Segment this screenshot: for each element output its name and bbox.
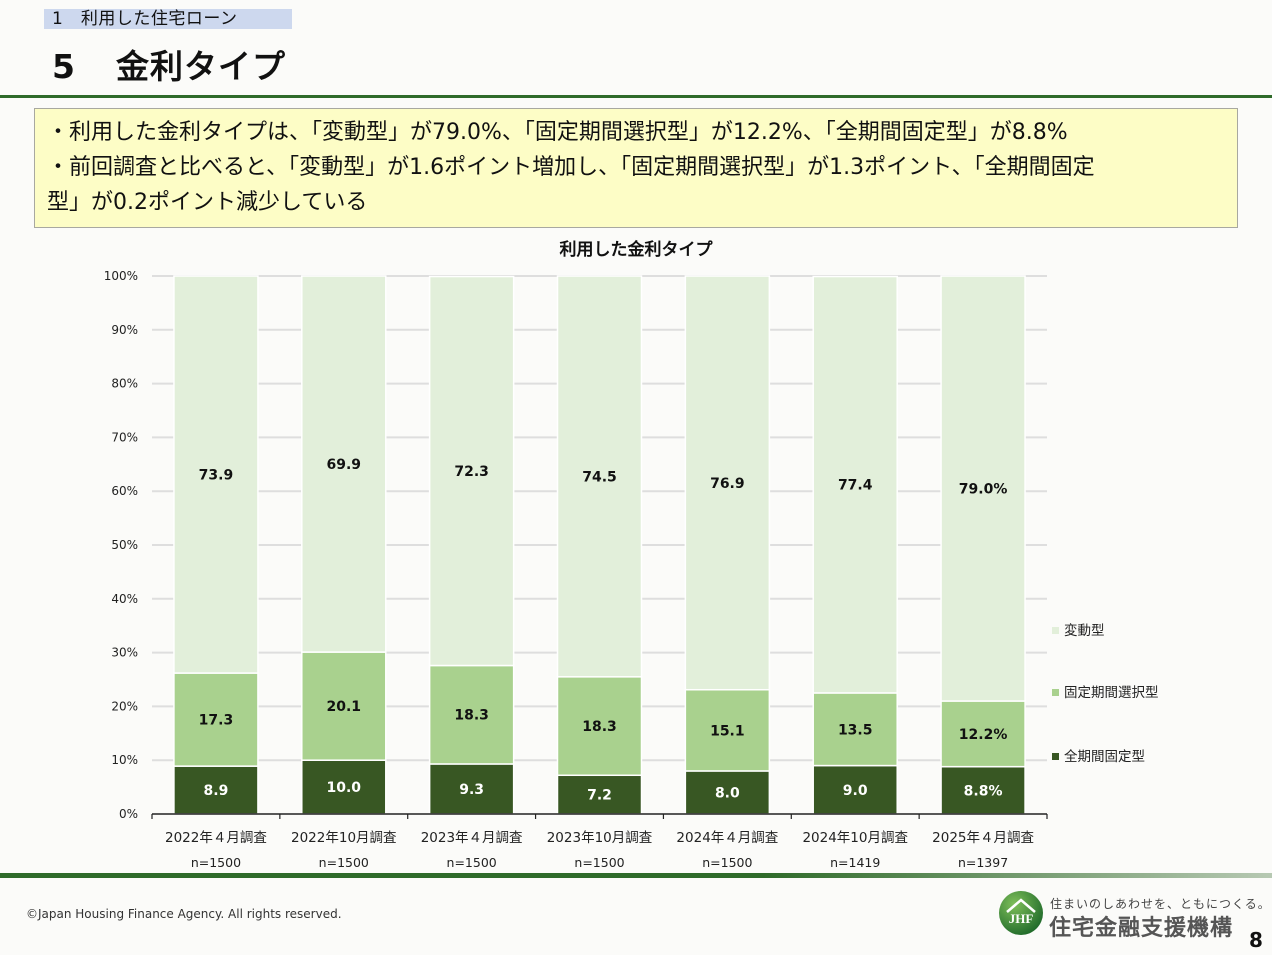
summary-box: ・利用した金利タイプは、「変動型」が79.0%、「固定期間選択型」が12.2%、… bbox=[34, 108, 1238, 228]
sample-size-label: n=1500 bbox=[574, 855, 624, 870]
logo-text: JHF bbox=[1009, 911, 1034, 926]
sample-size-label: n=1500 bbox=[191, 855, 241, 870]
data-label: 74.5 bbox=[582, 469, 617, 485]
x-tick-label: 2023年４月調査 bbox=[421, 830, 523, 846]
x-tick-label: 2024年10月調査 bbox=[802, 830, 908, 846]
legend-label: 変動型 bbox=[1064, 622, 1105, 639]
legend-swatch bbox=[1052, 689, 1059, 696]
bar-segment bbox=[684, 275, 771, 691]
data-label: 20.1 bbox=[327, 699, 362, 715]
data-label: 9.3 bbox=[459, 782, 484, 798]
data-label: 77.4 bbox=[838, 478, 873, 494]
y-tick-label: 30% bbox=[111, 646, 138, 660]
bar-segment bbox=[684, 770, 771, 815]
data-label: 18.3 bbox=[454, 708, 489, 724]
data-label: 15.1 bbox=[710, 723, 745, 739]
page-title-number: 5 bbox=[52, 47, 76, 86]
y-tick-label: 40% bbox=[111, 592, 138, 606]
copyright-text: ©Japan Housing Finance Agency. All right… bbox=[26, 907, 342, 921]
jhf-logo-icon: JHF bbox=[999, 891, 1043, 935]
y-tick-label: 90% bbox=[111, 323, 138, 337]
data-label: 10.0 bbox=[327, 780, 362, 796]
x-tick-label: 2024年４月調査 bbox=[676, 830, 778, 846]
bar-segment bbox=[173, 672, 259, 767]
sample-size-label: n=1500 bbox=[447, 855, 497, 870]
bar-segment bbox=[173, 275, 259, 674]
y-tick-label: 100% bbox=[104, 269, 138, 283]
data-label: 73.9 bbox=[199, 468, 234, 484]
y-tick-label: 70% bbox=[111, 430, 138, 444]
legend-label: 全期間固定型 bbox=[1064, 748, 1145, 765]
org-name: 住宅金融支援機構 bbox=[1049, 916, 1234, 941]
summary-line-2: ・前回調査と比べると、「変動型」が1.6ポイント増加し、「固定期間選択型」が1.… bbox=[47, 155, 1095, 180]
data-label: 79.0% bbox=[959, 482, 1008, 498]
legend-swatch bbox=[1052, 627, 1059, 634]
page-title-text: 金利タイプ bbox=[116, 47, 286, 86]
bar-segment bbox=[556, 774, 643, 815]
sample-size-label: n=1419 bbox=[830, 855, 880, 870]
data-label: 18.3 bbox=[582, 719, 617, 735]
y-tick-label: 0% bbox=[119, 807, 138, 821]
bar-segment bbox=[173, 765, 259, 815]
data-label: 8.0 bbox=[715, 785, 740, 801]
data-label: 12.2% bbox=[959, 727, 1008, 743]
x-tick-label: 2022年４月調査 bbox=[165, 830, 267, 846]
section-label: 1 利用した住宅ローン bbox=[44, 9, 292, 29]
y-tick-label: 50% bbox=[111, 538, 138, 552]
bar-segment bbox=[812, 692, 898, 767]
y-tick-label: 80% bbox=[111, 377, 138, 391]
bar-segment bbox=[301, 275, 387, 653]
page-number: 8 bbox=[1249, 928, 1263, 952]
chart-title: 利用した金利タイプ bbox=[559, 240, 713, 260]
bar-segment bbox=[556, 676, 643, 777]
bar-segment bbox=[556, 275, 643, 678]
bar-segment bbox=[940, 765, 1026, 815]
bar-segment bbox=[940, 275, 1026, 702]
bottom-divider bbox=[0, 873, 1272, 878]
bar-segment bbox=[301, 651, 387, 761]
bar-segment bbox=[428, 664, 515, 765]
data-label: 8.8% bbox=[964, 783, 1003, 799]
x-tick-label: 2023年10月調査 bbox=[547, 830, 653, 846]
legend-label: 固定期間選択型 bbox=[1064, 685, 1159, 701]
data-label: 13.5 bbox=[838, 722, 873, 738]
y-tick-label: 20% bbox=[111, 699, 138, 713]
legend-swatch bbox=[1052, 753, 1059, 760]
data-label: 7.2 bbox=[587, 788, 612, 804]
y-tick-label: 60% bbox=[111, 484, 138, 498]
page-title: 5 金利タイプ bbox=[52, 40, 286, 88]
sample-size-label: n=1397 bbox=[958, 855, 1008, 870]
x-tick-label: 2022年10月調査 bbox=[291, 830, 397, 846]
summary-line-1: ・利用した金利タイプは、「変動型」が79.0%、「固定期間選択型」が12.2%、… bbox=[47, 120, 1068, 145]
tagline: 住まいのしあわせを、ともにつくる。 bbox=[1050, 897, 1271, 911]
y-tick-label: 10% bbox=[111, 753, 138, 767]
x-tick-label: 2025年４月調査 bbox=[932, 830, 1034, 846]
data-label: 17.3 bbox=[199, 713, 234, 729]
bar-segment bbox=[428, 275, 515, 667]
data-label: 9.0 bbox=[843, 783, 868, 799]
data-label: 8.9 bbox=[204, 783, 229, 799]
summary-line-3: 型」が0.2ポイント減少している bbox=[47, 190, 368, 215]
data-label: 69.9 bbox=[327, 457, 362, 473]
bar-segment bbox=[812, 275, 898, 694]
data-label: 76.9 bbox=[710, 476, 745, 492]
data-label: 72.3 bbox=[454, 464, 489, 480]
top-divider bbox=[0, 95, 1272, 98]
sample-size-label: n=1500 bbox=[702, 855, 752, 870]
sample-size-label: n=1500 bbox=[319, 855, 369, 870]
